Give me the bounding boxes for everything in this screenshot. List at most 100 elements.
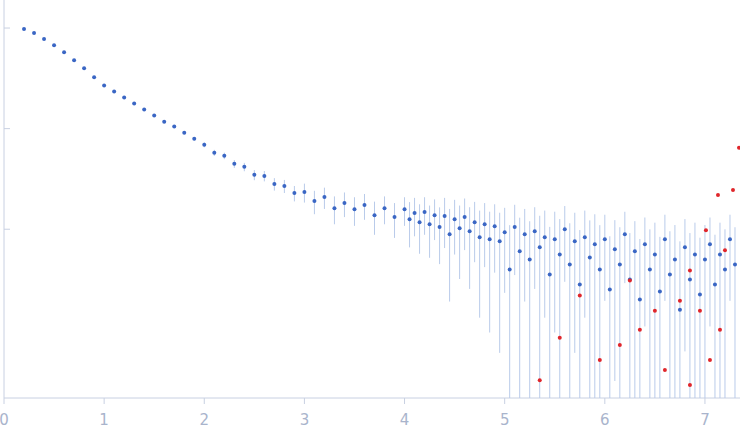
- error-bar: [334, 196, 335, 224]
- point: [628, 279, 632, 283]
- error-bar: [409, 202, 410, 247]
- point: [733, 262, 737, 266]
- point: [533, 229, 537, 233]
- point: [538, 378, 542, 382]
- error-bar: [734, 227, 735, 398]
- error-bar: [574, 213, 575, 353]
- point: [232, 162, 236, 166]
- y-tick: [4, 28, 10, 29]
- point: [82, 66, 86, 70]
- error-bar: [434, 199, 435, 240]
- point: [613, 247, 617, 251]
- point: [713, 283, 717, 287]
- x-tick-label: 4: [400, 411, 410, 429]
- x-tick-label: 0: [0, 411, 9, 429]
- point: [723, 248, 727, 252]
- point: [222, 154, 226, 158]
- point: [598, 267, 602, 271]
- point: [543, 235, 547, 239]
- error-bar: [384, 196, 385, 224]
- point: [463, 215, 467, 219]
- error-bar: [529, 221, 530, 398]
- point: [212, 151, 216, 155]
- error-bar: [509, 225, 510, 398]
- error-bar: [704, 225, 705, 398]
- point: [252, 173, 256, 177]
- error-bar: [449, 209, 450, 302]
- error-bar: [694, 223, 695, 398]
- point: [292, 191, 296, 195]
- y-axis: [4, 0, 5, 398]
- point: [728, 237, 732, 241]
- point: [528, 257, 532, 261]
- x-tick-label: 6: [600, 411, 610, 429]
- error-bar: [419, 204, 420, 254]
- point: [312, 199, 316, 203]
- point: [302, 190, 306, 194]
- point: [618, 343, 622, 347]
- point: [112, 89, 116, 93]
- error-bar: [634, 221, 635, 398]
- error-bar: [474, 202, 475, 262]
- error-bar: [459, 206, 460, 279]
- point: [668, 272, 672, 276]
- error-bar: [594, 214, 595, 398]
- point: [132, 101, 136, 105]
- x-tick-label: 5: [500, 411, 510, 429]
- point: [723, 267, 727, 271]
- error-bar: [729, 215, 730, 301]
- point: [488, 237, 492, 241]
- point: [172, 125, 176, 129]
- error-bar: [424, 197, 425, 235]
- point: [708, 358, 712, 362]
- point: [22, 27, 26, 31]
- error-bar: [604, 215, 605, 301]
- y-tick: [4, 229, 10, 230]
- error-bar: [644, 217, 645, 326]
- x-tick: [704, 398, 705, 404]
- point: [523, 232, 527, 236]
- error-bar: [614, 220, 615, 381]
- error-bar: [444, 198, 445, 248]
- point: [428, 222, 432, 226]
- point: [408, 217, 412, 221]
- error-bar: [559, 219, 560, 398]
- chart: 01234567: [0, 0, 740, 437]
- error-bar: [724, 229, 725, 398]
- error-bar: [664, 215, 665, 301]
- point: [603, 237, 607, 241]
- error-bar: [714, 235, 715, 398]
- point: [628, 278, 632, 282]
- point: [698, 293, 702, 297]
- point: [583, 235, 587, 239]
- x-tick-label: 1: [99, 411, 109, 429]
- point: [448, 232, 452, 236]
- point: [708, 242, 712, 246]
- point: [653, 309, 657, 313]
- error-bar: [719, 223, 720, 398]
- point: [503, 230, 507, 234]
- point: [403, 207, 407, 211]
- point: [663, 368, 667, 372]
- point: [678, 299, 682, 303]
- point: [413, 211, 417, 215]
- point: [548, 272, 552, 276]
- error-bar: [394, 203, 395, 238]
- error-bar: [469, 207, 470, 289]
- point: [443, 214, 447, 218]
- error-bar: [599, 225, 600, 398]
- point: [731, 188, 735, 192]
- point: [578, 294, 582, 298]
- error-bar: [494, 204, 495, 272]
- error-bar: [689, 233, 690, 398]
- point: [102, 83, 106, 87]
- error-bar: [649, 229, 650, 398]
- x-tick: [604, 398, 605, 404]
- point: [633, 249, 637, 253]
- point: [513, 225, 517, 229]
- point: [643, 242, 647, 246]
- point: [418, 220, 422, 224]
- point: [508, 267, 512, 271]
- error-bar: [639, 239, 640, 398]
- error-bar: [624, 212, 625, 283]
